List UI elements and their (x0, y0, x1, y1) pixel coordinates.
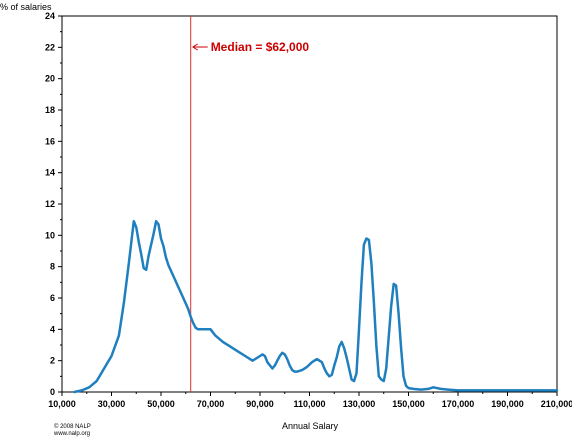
median-annotation: Median = $62,000 (192, 40, 310, 54)
y-tick-label: 16 (45, 136, 55, 146)
x-tick-label: 110,000 (293, 399, 325, 409)
y-tick-label: 22 (45, 42, 55, 52)
y-tick-label: 2 (50, 356, 55, 366)
y-tick-label: 24 (45, 11, 55, 21)
y-tick-label: 14 (45, 168, 55, 178)
x-tick-label: 50,000 (147, 399, 175, 409)
y-tick-label: 8 (50, 262, 55, 272)
x-tick-label: 150,000 (392, 399, 425, 409)
x-tick-label: 10,000 (48, 399, 76, 409)
y-tick-label: 12 (45, 199, 55, 209)
x-tick-label: 130,000 (343, 399, 376, 409)
x-axis-label: Annual Salary (282, 421, 339, 431)
y-tick-label: 18 (45, 105, 55, 115)
x-tick-label: 210,000 (541, 399, 572, 409)
x-tick-label: 90,000 (246, 399, 274, 409)
copyright-block: © 2008 NALP www.nalp.org (54, 424, 91, 438)
salary-series-line (73, 219, 559, 394)
y-tick-label: 20 (45, 74, 55, 84)
copyright-text: © 2008 NALP (54, 424, 91, 430)
x-tick-label: 170,000 (442, 399, 475, 409)
median-arrow-head (192, 43, 198, 51)
x-tick-label: 30,000 (98, 399, 126, 409)
x-axis-ticks: 10,000 30,000 50,000 70,000 90,000 110,000 130… (48, 392, 572, 409)
y-axis-label: % of salaries (0, 2, 52, 12)
x-tick-label: 70,000 (197, 399, 225, 409)
plot-frame (61, 15, 558, 393)
y-tick-label: 0 (50, 387, 55, 397)
y-tick-label: 10 (45, 230, 55, 240)
x-tick-label: 190,000 (491, 399, 524, 409)
y-tick-label: 4 (50, 324, 55, 334)
website-text: www.nalp.org (54, 431, 91, 437)
median-label: Median = $62,000 (211, 40, 310, 54)
y-tick-label: 6 (50, 293, 55, 303)
